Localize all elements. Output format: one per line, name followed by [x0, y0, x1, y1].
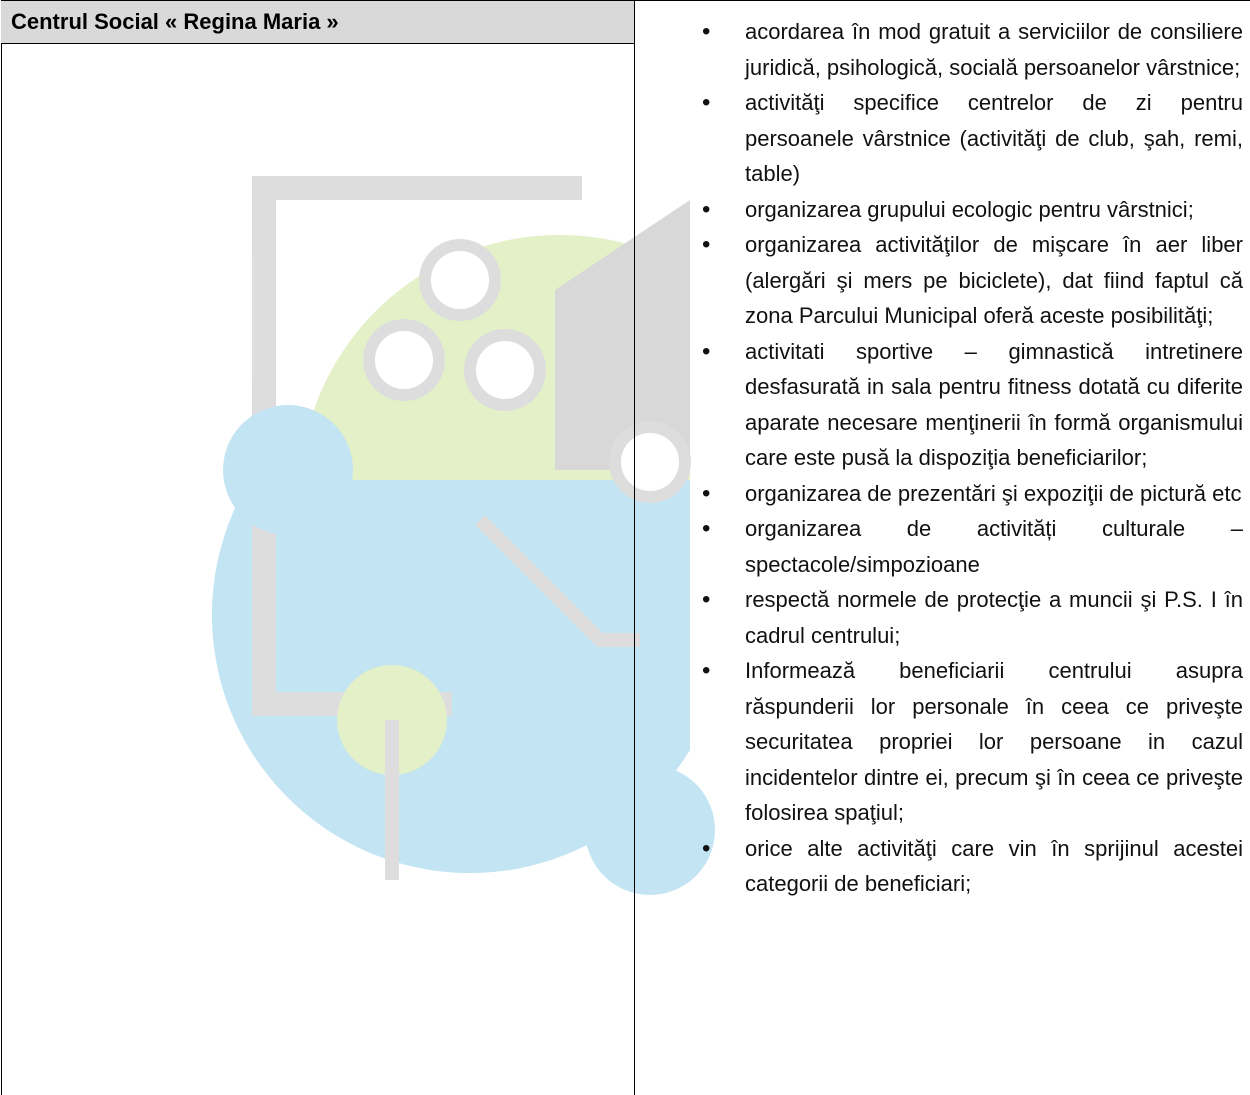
list-item: acordarea în mod gratuit a serviciilor d… [700, 14, 1243, 85]
list-item: organizarea grupului ecologic pentru vâr… [700, 192, 1243, 228]
list-item: activităţi specifice centrelor de zi pen… [700, 85, 1243, 192]
list-item: orice alte activităţi care vin în spriji… [700, 831, 1243, 902]
list-item: Informează beneficiarii centrului asupra… [700, 653, 1243, 831]
list-item: organizarea de activități culturale – sp… [700, 511, 1243, 582]
list-item: organizarea activităţilor de mişcare în … [700, 227, 1243, 334]
list-item: organizarea de prezentări şi expoziţii d… [700, 476, 1243, 512]
cell-border [1, 0, 2, 1095]
cell-title: Centrul Social « Regina Maria » [1, 0, 634, 44]
list-item: respectă normele de protecţie a muncii ş… [700, 582, 1243, 653]
cell-border [634, 0, 1250, 1]
activity-list: acordarea în mod gratuit a serviciilor d… [700, 14, 1243, 902]
cell-border [634, 0, 635, 1095]
list-item: activitati sportive – gimnastică intreti… [700, 334, 1243, 476]
